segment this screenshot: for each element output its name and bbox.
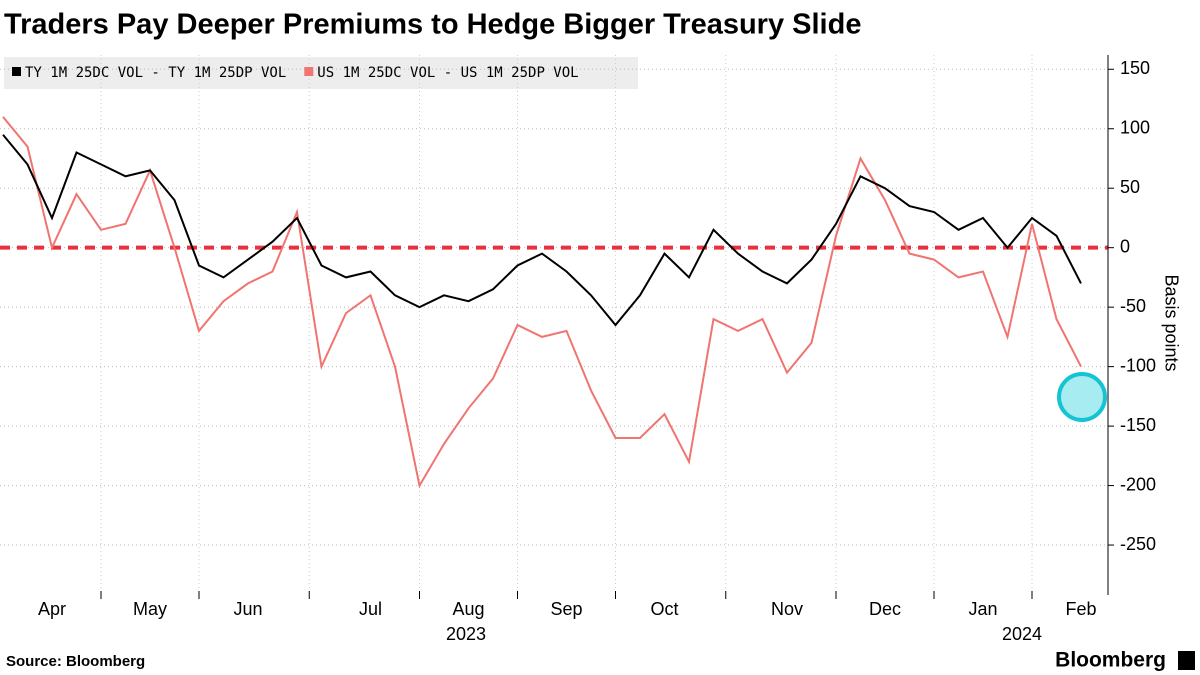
y-tick-label: -200 — [1120, 474, 1156, 494]
x-tick-label: Aug — [452, 599, 484, 619]
brand-icon — [1178, 651, 1195, 670]
legend-label: US 1M 25DC VOL - US 1M 25DP VOL — [317, 65, 578, 81]
legend-swatch — [12, 67, 21, 76]
x-tick-label: Jan — [968, 599, 997, 619]
series-line — [2, 134, 1082, 327]
chart-title: Traders Pay Deeper Premiums to Hedge Big… — [4, 9, 861, 41]
series-line — [2, 116, 1082, 489]
y-tick-label: 100 — [1120, 117, 1150, 137]
brand: Bloomberg — [1055, 649, 1166, 672]
y-tick-label: 150 — [1120, 58, 1150, 78]
x-tick-label: Oct — [650, 599, 678, 619]
y-tick-label: -250 — [1120, 534, 1156, 554]
x-tick-label: May — [133, 599, 167, 619]
x-tick-label: Jul — [359, 599, 382, 619]
x-tick-label: Sep — [550, 599, 582, 619]
highlight-circle — [1057, 372, 1107, 422]
y-tick-label: 50 — [1120, 177, 1140, 197]
year-label: 2024 — [1002, 624, 1042, 644]
x-tick-label: Apr — [38, 599, 66, 619]
y-tick-label: -100 — [1120, 355, 1156, 375]
legend-background — [4, 57, 638, 89]
x-tick-label: Jun — [233, 599, 262, 619]
y-tick-label: 0 — [1120, 236, 1130, 256]
source: Source: Bloomberg — [6, 653, 145, 670]
x-tick-label: Dec — [869, 599, 901, 619]
year-label: 2023 — [446, 624, 486, 644]
y-tick-label: -50 — [1120, 296, 1146, 316]
x-tick-label: Nov — [771, 599, 803, 619]
y-tick-label: -150 — [1120, 415, 1156, 435]
legend-swatch — [304, 67, 314, 76]
x-tick-label: Feb — [1065, 599, 1096, 619]
legend-label: TY 1M 25DC VOL - TY 1M 25DP VOL — [25, 65, 286, 81]
y-axis-label: Basis points — [1161, 274, 1181, 371]
